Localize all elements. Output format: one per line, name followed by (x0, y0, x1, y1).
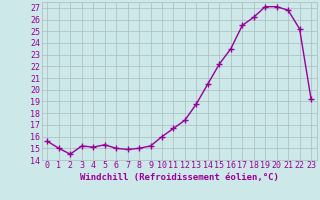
X-axis label: Windchill (Refroidissement éolien,°C): Windchill (Refroidissement éolien,°C) (80, 173, 279, 182)
